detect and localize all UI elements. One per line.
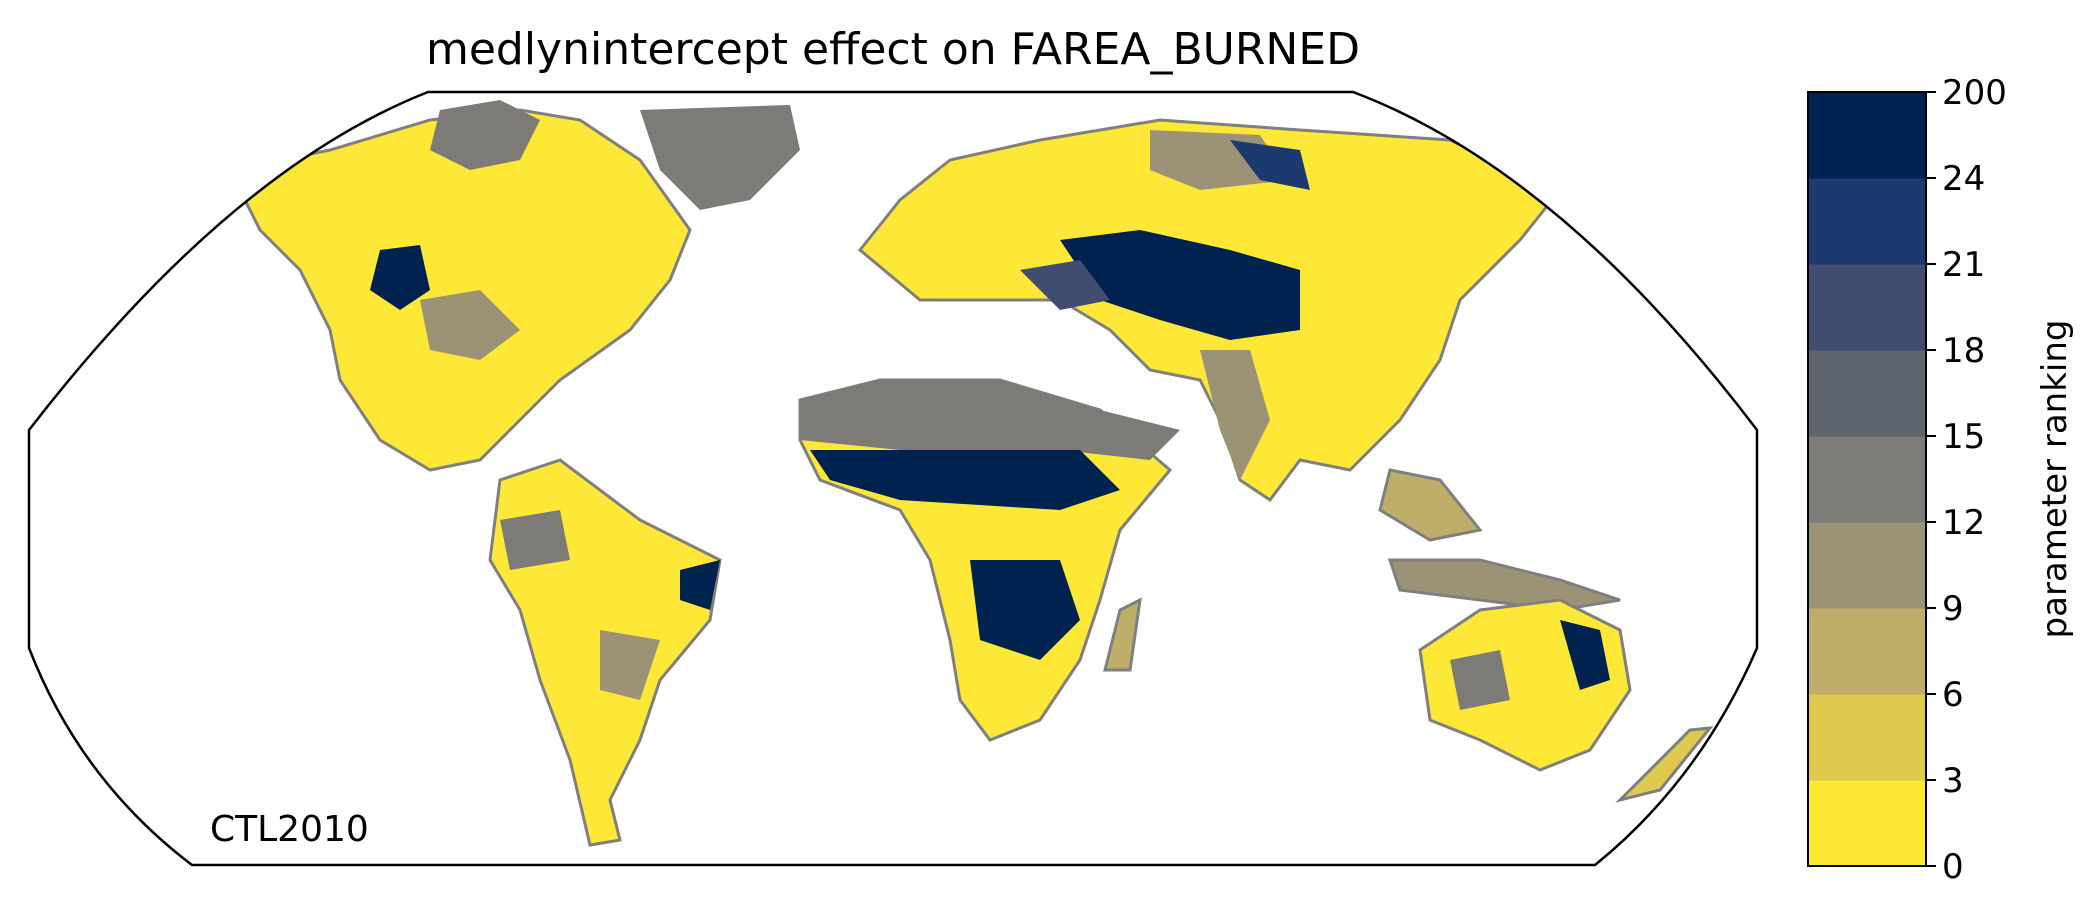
landmass-madagascar (1103, 597, 1142, 672)
landmass-indonesia (1387, 558, 1621, 612)
region-north-america-dark (370, 245, 430, 310)
region-south-america-grey (500, 510, 570, 570)
colorbar-swatch (1808, 92, 1926, 179)
globe-outline (27, 90, 1759, 867)
region-greenland (640, 105, 800, 210)
colorbar-tick-label: 9 (1942, 589, 1964, 629)
colorbar-swatch (1808, 608, 1926, 695)
colorbar-tick-label: 15 (1942, 417, 1985, 457)
colorbar-tick-label: 21 (1942, 245, 1985, 285)
colorbar-swatch (1808, 522, 1926, 609)
map-title: medlynintercept effect on FAREA_BURNED (426, 24, 1360, 75)
region-sahel-dark (810, 450, 1120, 510)
world-map (27, 90, 1759, 867)
region-north-america-mid (420, 290, 520, 360)
colorbar-tick-label: 3 (1942, 761, 1964, 801)
colorbar-swatch (1808, 780, 1926, 867)
colorbar-ticks: 0 3 6 9 12 15 18 21 24 200 (1926, 73, 2007, 887)
case-label: CTL2010 (210, 809, 369, 850)
colorbar-swatch (1808, 350, 1926, 437)
region-south-america-mid (600, 630, 660, 700)
region-north-america-grey (430, 100, 540, 170)
colorbar-swatch (1808, 436, 1926, 523)
colorbar-label: parameter ranking (2035, 320, 2075, 639)
colorbar-swatch (1808, 694, 1926, 781)
region-central-asia-mid (1020, 260, 1110, 310)
colorbar-swatch (1808, 178, 1926, 265)
region-south-america-dark (680, 560, 720, 610)
region-siberia-dark (1230, 140, 1310, 190)
region-south-africa-dark (970, 560, 1080, 660)
colorbar-tick-label: 12 (1942, 503, 1985, 543)
colorbar-tick-label: 24 (1942, 159, 1985, 199)
colorbar-tick-label: 200 (1942, 73, 2007, 113)
colorbar-tick-label: 6 (1942, 675, 1964, 715)
colorbar-tick-label: 0 (1942, 847, 1964, 887)
colorbar-swatches (1808, 92, 1926, 867)
region-india (1200, 350, 1270, 480)
colorbar: 0 3 6 9 12 15 18 21 24 200 parameter ranking (1807, 73, 2075, 887)
region-central-asia-dark (1060, 230, 1300, 340)
colorbar-swatch (1808, 264, 1926, 351)
colorbar-frame (1807, 91, 1927, 867)
region-sahara-grey (800, 380, 1180, 460)
colorbar-tick-label: 18 (1942, 331, 1985, 371)
landmass-new-zealand (1615, 726, 1714, 803)
region-australia-grey (1450, 650, 1510, 710)
landmass-southeast-asia (1378, 468, 1483, 542)
region-australia-dark (1560, 620, 1610, 690)
